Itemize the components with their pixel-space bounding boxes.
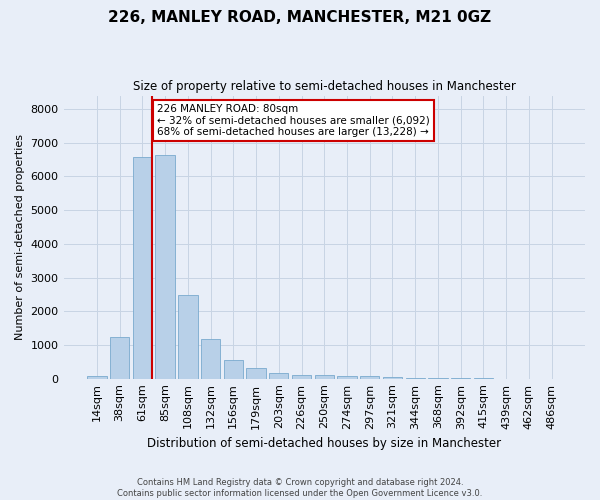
Bar: [314, 375, 334, 378]
X-axis label: Distribution of semi-detached houses by size in Manchester: Distribution of semi-detached houses by …: [147, 437, 502, 450]
Bar: [269, 373, 289, 378]
Bar: [178, 295, 197, 378]
Y-axis label: Number of semi-detached properties: Number of semi-detached properties: [15, 134, 25, 340]
Text: Contains HM Land Registry data © Crown copyright and database right 2024.
Contai: Contains HM Land Registry data © Crown c…: [118, 478, 482, 498]
Bar: [224, 360, 243, 378]
Bar: [155, 154, 175, 378]
Bar: [133, 157, 152, 378]
Bar: [360, 376, 379, 378]
Bar: [292, 374, 311, 378]
Bar: [337, 376, 356, 378]
Bar: [247, 368, 266, 378]
Bar: [110, 337, 130, 378]
Text: 226, MANLEY ROAD, MANCHESTER, M21 0GZ: 226, MANLEY ROAD, MANCHESTER, M21 0GZ: [109, 10, 491, 25]
Text: 226 MANLEY ROAD: 80sqm
← 32% of semi-detached houses are smaller (6,092)
68% of : 226 MANLEY ROAD: 80sqm ← 32% of semi-det…: [157, 104, 430, 137]
Bar: [201, 339, 220, 378]
Title: Size of property relative to semi-detached houses in Manchester: Size of property relative to semi-detach…: [133, 80, 516, 93]
Bar: [87, 376, 107, 378]
